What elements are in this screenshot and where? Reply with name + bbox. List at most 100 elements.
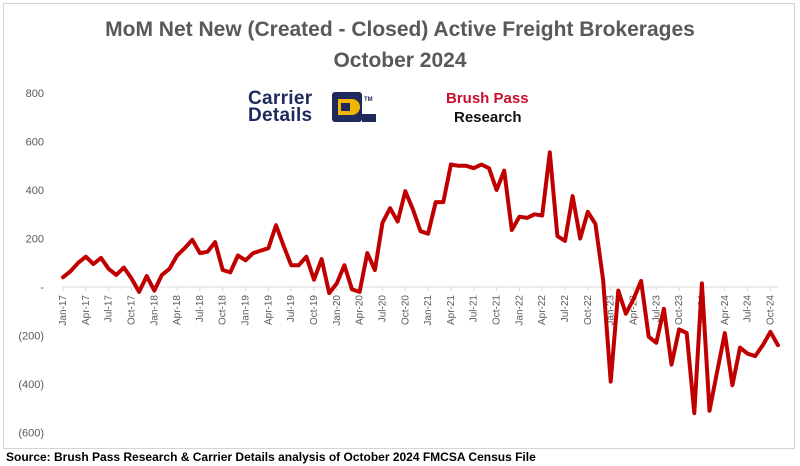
data-point bbox=[700, 281, 704, 285]
data-point bbox=[730, 383, 734, 387]
data-point bbox=[213, 240, 217, 244]
data-point bbox=[388, 206, 392, 210]
data-point bbox=[304, 255, 308, 259]
data-point bbox=[411, 207, 415, 211]
data-point bbox=[670, 363, 673, 367]
data-point bbox=[228, 270, 232, 274]
data-point bbox=[593, 222, 597, 226]
data-point bbox=[198, 251, 202, 255]
data-point bbox=[183, 246, 187, 250]
data-point bbox=[137, 290, 141, 294]
x-tick-label: Jan-20 bbox=[332, 295, 343, 326]
data-point bbox=[753, 354, 757, 358]
data-point bbox=[449, 163, 453, 166]
carrier-details-mark-icon: TM bbox=[332, 92, 376, 122]
chart-subtitle: October 2024 bbox=[333, 49, 467, 72]
data-point bbox=[510, 228, 514, 232]
data-point bbox=[168, 267, 171, 271]
data-point bbox=[61, 275, 65, 279]
x-tick-label: Apr-23 bbox=[628, 295, 639, 325]
x-tick-label: Jan-23 bbox=[606, 295, 617, 326]
data-point bbox=[761, 343, 765, 347]
x-tick-label: Apr-20 bbox=[355, 295, 366, 325]
data-point bbox=[342, 263, 346, 267]
carrier-details-logo-line2: Details bbox=[248, 105, 313, 126]
data-point bbox=[715, 370, 719, 374]
x-tick-label: Jul-20 bbox=[377, 295, 388, 323]
data-point bbox=[768, 330, 772, 334]
x-tick-label: Oct-20 bbox=[400, 295, 411, 325]
data-point bbox=[738, 346, 742, 350]
data-point bbox=[464, 164, 468, 168]
data-point bbox=[548, 150, 552, 154]
x-tick-label: Jul-18 bbox=[195, 295, 206, 323]
y-tick-label: 600 bbox=[26, 137, 44, 149]
data-point bbox=[472, 166, 476, 170]
data-point bbox=[114, 273, 118, 277]
data-point bbox=[571, 194, 575, 198]
data-point bbox=[654, 341, 658, 345]
x-tick-label: Oct-22 bbox=[583, 295, 594, 325]
data-point bbox=[206, 250, 209, 254]
data-point bbox=[365, 251, 369, 255]
y-tick-label: (200) bbox=[18, 331, 44, 343]
x-tick-label: Jan-17 bbox=[58, 295, 69, 326]
data-point bbox=[327, 291, 331, 295]
data-point bbox=[517, 215, 521, 219]
x-tick-label: Jul-21 bbox=[469, 295, 480, 323]
data-point bbox=[426, 232, 430, 236]
data-point bbox=[601, 278, 605, 282]
data-point bbox=[540, 214, 544, 217]
data-point bbox=[632, 297, 635, 301]
chart-frame bbox=[3, 3, 795, 449]
data-point bbox=[335, 281, 339, 285]
data-point bbox=[502, 169, 506, 173]
data-point bbox=[441, 200, 445, 204]
data-point bbox=[692, 411, 696, 415]
data-point bbox=[479, 163, 483, 166]
data-point bbox=[403, 189, 407, 193]
data-point bbox=[175, 254, 179, 257]
data-point bbox=[358, 290, 362, 294]
data-point bbox=[152, 289, 156, 293]
x-tick-label: Apr-21 bbox=[446, 295, 457, 325]
x-tick-label: Apr-22 bbox=[537, 295, 548, 325]
data-point bbox=[373, 268, 377, 272]
data-point bbox=[495, 188, 499, 192]
x-tick-label: Oct-17 bbox=[126, 295, 137, 325]
x-tick-label: Jan-22 bbox=[514, 295, 525, 326]
data-point bbox=[244, 258, 248, 262]
source-note: Source: Brush Pass Research & Carrier De… bbox=[6, 450, 536, 464]
data-point bbox=[274, 223, 278, 227]
data-point bbox=[647, 335, 651, 339]
data-point bbox=[639, 279, 643, 283]
data-point bbox=[746, 352, 750, 356]
x-tick-label: Oct-19 bbox=[309, 295, 320, 325]
y-tick-label: 400 bbox=[26, 185, 44, 197]
x-tick-label: Oct-21 bbox=[492, 295, 503, 325]
data-point bbox=[487, 166, 491, 170]
carrier-details-logo: Carrier Details TM bbox=[246, 89, 381, 126]
data-point bbox=[525, 216, 529, 220]
data-point bbox=[350, 287, 354, 291]
data-point bbox=[616, 289, 620, 293]
x-tick-label: Oct-23 bbox=[674, 295, 685, 325]
x-tick-label: Apr-17 bbox=[81, 295, 92, 325]
series-layer bbox=[61, 150, 780, 416]
data-point bbox=[69, 269, 73, 273]
data-point bbox=[555, 234, 559, 238]
x-tick-label: Apr-24 bbox=[720, 295, 731, 325]
series-line bbox=[61, 150, 780, 416]
data-point bbox=[312, 278, 316, 282]
brush-pass-logo: Brush Pass Research bbox=[446, 90, 546, 128]
data-point bbox=[563, 239, 567, 243]
data-point bbox=[723, 331, 727, 335]
data-point bbox=[190, 238, 194, 242]
data-point bbox=[708, 409, 711, 413]
x-tick-label: Jul-24 bbox=[743, 295, 754, 323]
data-point bbox=[289, 263, 293, 267]
data-point bbox=[259, 249, 263, 253]
x-tick-label: Jul-19 bbox=[286, 295, 297, 323]
data-point bbox=[396, 220, 400, 223]
